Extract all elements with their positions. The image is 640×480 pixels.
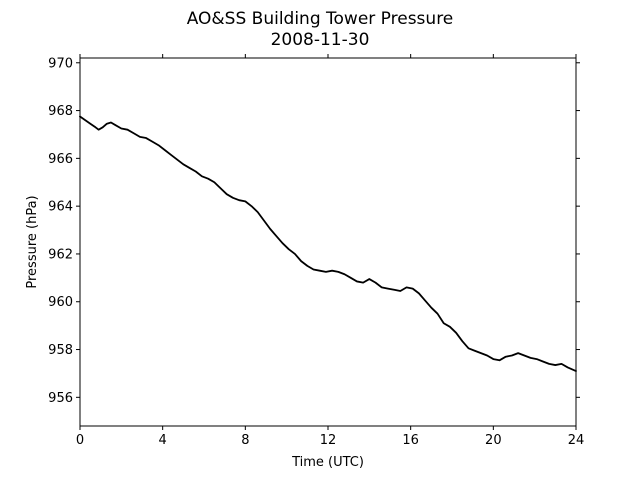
x-tick-label: 8 xyxy=(241,433,249,448)
x-tick-label: 24 xyxy=(568,433,585,448)
y-tick-label: 970 xyxy=(48,56,73,71)
plot-frame xyxy=(79,57,577,427)
series-layer xyxy=(79,115,577,372)
axis-ticks: 0 4 8 12 16 20 24 956 958 960 962 964 966 968 970 xyxy=(48,54,584,448)
x-tick-label: 20 xyxy=(485,433,502,448)
chart-subtitle: 2008-11-30 xyxy=(271,30,370,50)
x-tick-label: 12 xyxy=(320,433,337,448)
y-tick-label: 964 xyxy=(48,200,73,215)
y-tick-label: 966 xyxy=(48,152,73,167)
y-tick-label: 968 xyxy=(48,104,73,119)
x-tick-label: 4 xyxy=(159,433,167,448)
x-axis-label: Time (UTC) xyxy=(291,455,364,470)
y-tick-label: 962 xyxy=(48,247,73,262)
x-tick-label: 16 xyxy=(402,433,419,448)
pressure-series-line xyxy=(79,115,577,372)
y-tick-label: 958 xyxy=(48,343,73,358)
y-axis-label: Pressure (hPa) xyxy=(25,195,40,288)
y-tick-label: 956 xyxy=(48,391,73,406)
x-tick-label: 0 xyxy=(76,433,84,448)
chart-title: AO&SS Building Tower Pressure xyxy=(187,9,454,29)
y-tick-label: 960 xyxy=(48,295,73,310)
